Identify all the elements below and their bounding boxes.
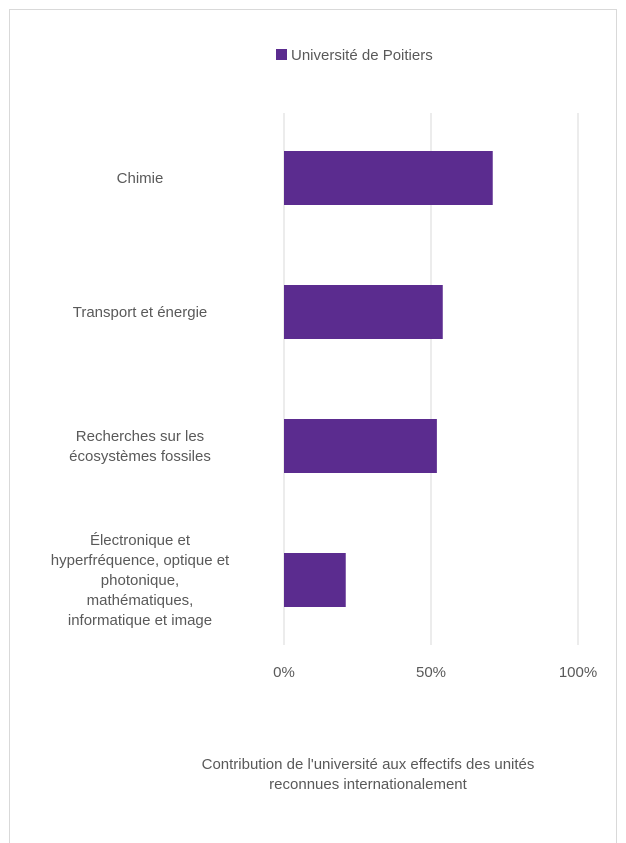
x-axis-title-line: reconnues internationalement: [269, 776, 467, 793]
legend-swatch: [276, 49, 287, 60]
x-tick-labels: 0% 50% 100%: [273, 664, 597, 681]
category-label-line: écosystèmes fossiles: [69, 448, 211, 465]
category-label-line: Électronique et: [90, 532, 191, 549]
category-label: Recherches sur les écosystèmes fossiles: [69, 428, 211, 465]
category-label-line: photonique,: [101, 572, 179, 589]
bar: [284, 151, 493, 205]
legend-label: Université de Poitiers: [291, 47, 433, 64]
x-axis-title: Contribution de l'université aux effecti…: [202, 756, 535, 793]
category-label-line: hyperfréquence, optique et: [51, 552, 230, 569]
bar: [284, 285, 443, 339]
legend: Université de Poitiers: [276, 47, 433, 64]
category-label-line: Transport et énergie: [73, 304, 208, 321]
x-tick-label: 50%: [416, 664, 446, 681]
category-label-line: mathématiques,: [87, 592, 194, 609]
bar: [284, 553, 346, 607]
x-tick-label: 0%: [273, 664, 295, 681]
category-labels: Chimie Transport et énergie Recherches sur…: [51, 170, 230, 629]
category-label: Chimie: [117, 170, 164, 187]
category-label-line: Chimie: [117, 170, 164, 187]
category-label-line: informatique et image: [68, 612, 212, 629]
category-label-line: Recherches sur les: [76, 428, 204, 445]
x-axis-title-line: Contribution de l'université aux effecti…: [202, 756, 535, 773]
x-tick-label: 100%: [559, 664, 597, 681]
x-axis-title-text: Contribution de l'université aux effecti…: [202, 756, 535, 793]
category-label: Électronique et hyperfréquence, optique e…: [51, 532, 230, 629]
bar: [284, 419, 437, 473]
bars: [284, 151, 493, 607]
chart-frame: [9, 9, 617, 843]
category-label: Transport et énergie: [73, 304, 208, 321]
